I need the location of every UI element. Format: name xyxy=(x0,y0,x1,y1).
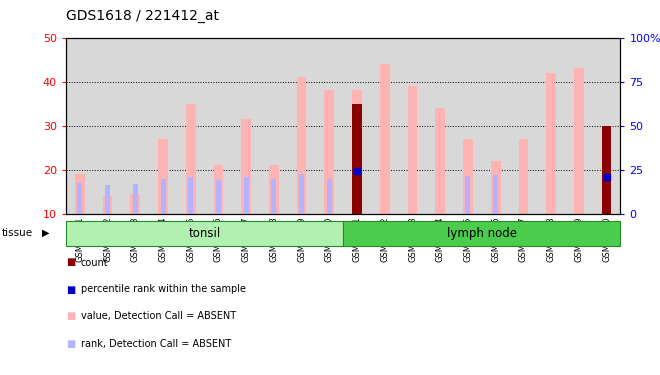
Text: tissue: tissue xyxy=(1,228,32,238)
Bar xyxy=(482,38,510,214)
Bar xyxy=(242,119,251,214)
Bar xyxy=(244,177,249,214)
Bar xyxy=(343,38,371,214)
Bar xyxy=(510,38,537,214)
Bar xyxy=(186,104,195,214)
Bar xyxy=(327,178,332,214)
Bar xyxy=(519,139,528,214)
Bar xyxy=(269,165,279,214)
Bar xyxy=(352,104,362,214)
Bar xyxy=(103,196,112,214)
Bar xyxy=(232,38,260,214)
Bar xyxy=(299,174,304,214)
Bar xyxy=(75,174,84,214)
Bar xyxy=(188,177,193,214)
Bar xyxy=(465,176,471,214)
Text: ■: ■ xyxy=(66,258,75,267)
Text: percentile rank within the sample: percentile rank within the sample xyxy=(81,285,246,294)
Bar xyxy=(602,126,611,214)
Bar xyxy=(149,38,177,214)
Bar xyxy=(325,90,334,214)
Bar xyxy=(177,38,205,214)
Bar xyxy=(271,179,277,214)
Bar xyxy=(463,139,473,214)
Bar xyxy=(133,184,138,214)
Bar xyxy=(160,178,166,214)
Bar xyxy=(491,161,500,214)
Bar xyxy=(105,184,110,214)
Bar xyxy=(121,38,149,214)
Bar xyxy=(131,194,140,214)
Bar xyxy=(371,38,399,214)
Text: count: count xyxy=(81,258,108,267)
Bar xyxy=(158,139,168,214)
Bar xyxy=(593,38,620,214)
Bar xyxy=(574,68,583,214)
Text: rank, Detection Call = ABSENT: rank, Detection Call = ABSENT xyxy=(81,339,231,348)
Text: ■: ■ xyxy=(66,339,75,348)
Bar xyxy=(66,38,94,214)
Bar xyxy=(94,38,121,214)
Bar xyxy=(454,38,482,214)
Bar xyxy=(546,73,556,214)
Bar xyxy=(297,77,306,214)
Text: GDS1618 / 221412_at: GDS1618 / 221412_at xyxy=(66,9,219,23)
Bar xyxy=(260,38,288,214)
Text: tonsil: tonsil xyxy=(189,227,220,240)
Bar xyxy=(426,38,454,214)
Bar xyxy=(537,38,565,214)
Bar xyxy=(66,221,343,246)
Bar xyxy=(77,183,82,214)
Bar xyxy=(408,86,417,214)
Bar xyxy=(399,38,426,214)
Bar xyxy=(288,38,315,214)
Text: lymph node: lymph node xyxy=(447,227,517,240)
Bar xyxy=(216,180,221,214)
Bar xyxy=(315,38,343,214)
Text: ▶: ▶ xyxy=(42,228,49,238)
Bar xyxy=(205,38,232,214)
Bar xyxy=(380,64,389,214)
Text: ■: ■ xyxy=(66,285,75,294)
Bar xyxy=(352,90,362,214)
Bar xyxy=(493,175,498,214)
Bar xyxy=(214,165,223,214)
Bar xyxy=(436,108,445,214)
Text: value, Detection Call = ABSENT: value, Detection Call = ABSENT xyxy=(81,312,236,321)
Bar xyxy=(565,38,593,214)
Text: ■: ■ xyxy=(66,312,75,321)
Bar xyxy=(343,221,620,246)
